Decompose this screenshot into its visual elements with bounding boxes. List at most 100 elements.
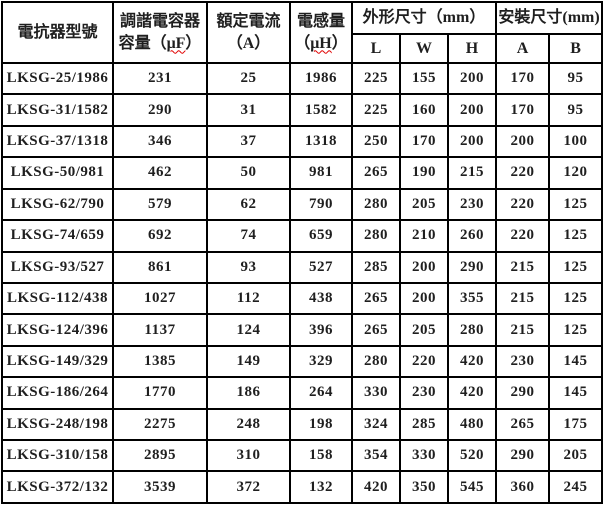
dim-l-cell: 225 (351, 61, 401, 96)
model-cell: LKSG-124/396 (1, 313, 114, 347)
model-cell: LKSG-93/527 (1, 250, 114, 284)
mount-a-cell: 265 (495, 407, 551, 442)
mount-a-cell: 215 (495, 313, 551, 347)
dim-l-cell: 280 (351, 344, 401, 379)
current-cell: 50 (206, 156, 291, 190)
model-cell: LKSG-62/790 (1, 187, 114, 222)
table-body: LKSG-25/1986 231 25 1986 225 155 200 170 95 LKSG-… (1, 61, 604, 504)
dim-l-cell: 265 (351, 156, 401, 190)
dim-w-cell: 330 (399, 439, 449, 473)
current-header-line2: （A） (226, 34, 271, 52)
mount-b-cell: 125 (548, 219, 604, 253)
capacity-cell: 1027 (112, 281, 208, 316)
model-cell: LKSG-50/981 (1, 156, 114, 190)
inductance-header-line2: （μH） (294, 34, 348, 52)
dim-h-cell: 215 (446, 156, 498, 190)
capacity-header-line1: 調諧電容器 (119, 12, 200, 30)
col-header-H: H (446, 33, 498, 64)
col-header-outer-dims: 外形尺寸（mm） (350, 1, 498, 35)
capacity-cell: 346 (112, 124, 208, 159)
col-header-model: 電抗器型號 (1, 1, 114, 64)
col-header-W: W (399, 33, 449, 64)
inductance-cell: 1318 (289, 124, 353, 159)
dim-h-cell: 545 (446, 470, 498, 504)
table-row: LKSG-31/1582 290 31 1582 225 160 200 170 95 (1, 93, 604, 127)
current-cell: 93 (206, 250, 291, 284)
current-cell: 149 (206, 344, 291, 379)
dim-h-cell: 230 (446, 187, 498, 222)
table-row: LKSG-25/1986 231 25 1986 225 155 200 170 95 (1, 61, 604, 96)
table-row: LKSG-112/438 1027 112 438 265 200 355 215 125 (1, 281, 604, 316)
mount-a-cell: 200 (495, 124, 551, 159)
mount-a-cell: 220 (495, 156, 551, 190)
dim-l-cell: 265 (351, 313, 401, 347)
dim-w-cell: 230 (399, 376, 449, 410)
dim-l-cell: 330 (351, 376, 401, 410)
dim-w-cell: 170 (399, 124, 449, 159)
mount-b-cell: 175 (548, 407, 604, 442)
mount-b-cell: 100 (548, 124, 604, 159)
dim-h-cell: 260 (446, 219, 498, 253)
col-header-current: 額定電流 （A） (206, 1, 291, 64)
mount-b-cell: 125 (548, 281, 604, 316)
table-row: LKSG-372/132 3539 372 132 420 350 545 360 245 (1, 470, 604, 504)
dim-l-cell: 354 (351, 439, 401, 473)
mount-b-cell: 245 (548, 470, 604, 504)
current-header-line1: 額定電流 (216, 12, 281, 30)
mount-a-cell: 290 (495, 376, 551, 410)
mount-a-cell: 220 (495, 187, 551, 222)
inductance-cell: 329 (289, 344, 353, 379)
model-cell: LKSG-186/264 (1, 376, 114, 410)
inductance-cell: 1986 (289, 61, 353, 96)
model-cell: LKSG-372/132 (1, 470, 114, 504)
table-row: LKSG-310/158 2895 310 158 354 330 520 290 205 (1, 439, 604, 473)
capacity-cell: 3539 (112, 470, 208, 504)
capacity-cell: 2895 (112, 439, 208, 473)
capacity-cell: 1385 (112, 344, 208, 379)
dim-h-cell: 200 (446, 93, 498, 127)
mount-b-cell: 145 (548, 344, 604, 379)
inductance-cell: 659 (289, 219, 353, 253)
capacity-header-line2: 容量（μF） (118, 34, 202, 52)
inductance-cell: 438 (289, 281, 353, 316)
current-cell: 248 (206, 407, 291, 442)
current-cell: 112 (206, 281, 291, 316)
inductance-cell: 264 (289, 376, 353, 410)
dim-w-cell: 200 (399, 281, 449, 316)
inductance-cell: 198 (289, 407, 353, 442)
dim-w-cell: 220 (399, 344, 449, 379)
table-row: LKSG-62/790 579 62 790 280 205 230 220 125 (1, 187, 604, 222)
inductance-cell: 981 (289, 156, 353, 190)
current-cell: 310 (206, 439, 291, 473)
dim-l-cell: 225 (351, 93, 401, 127)
mount-b-cell: 125 (548, 187, 604, 222)
dim-h-cell: 290 (446, 250, 498, 284)
mount-b-cell: 95 (548, 93, 604, 127)
dim-w-cell: 200 (399, 250, 449, 284)
table-row: LKSG-149/329 1385 149 329 280 220 420 230 145 (1, 344, 604, 379)
col-header-L: L (351, 33, 401, 64)
inductance-cell: 396 (289, 313, 353, 347)
mount-a-cell: 220 (495, 219, 551, 253)
dim-h-cell: 280 (446, 313, 498, 347)
current-cell: 372 (206, 470, 291, 504)
dim-h-cell: 420 (446, 376, 498, 410)
dim-w-cell: 285 (399, 407, 449, 442)
mount-b-cell: 125 (548, 250, 604, 284)
dim-w-cell: 350 (399, 470, 449, 504)
dim-w-cell: 155 (399, 61, 449, 96)
dim-l-cell: 285 (351, 250, 401, 284)
dim-w-cell: 160 (399, 93, 449, 127)
model-cell: LKSG-37/1318 (1, 124, 114, 159)
inductance-cell: 527 (289, 250, 353, 284)
table-row: LKSG-37/1318 346 37 1318 250 170 200 200 100 (1, 124, 604, 159)
capacity-cell: 579 (112, 187, 208, 222)
mount-a-cell: 215 (495, 281, 551, 316)
current-cell: 186 (206, 376, 291, 410)
dim-l-cell: 324 (351, 407, 401, 442)
capacity-cell: 1770 (112, 376, 208, 410)
table-row: LKSG-50/981 462 50 981 265 190 215 220 120 (1, 156, 604, 190)
col-header-mount-dims: 安裝尺寸(mm) (495, 1, 604, 35)
